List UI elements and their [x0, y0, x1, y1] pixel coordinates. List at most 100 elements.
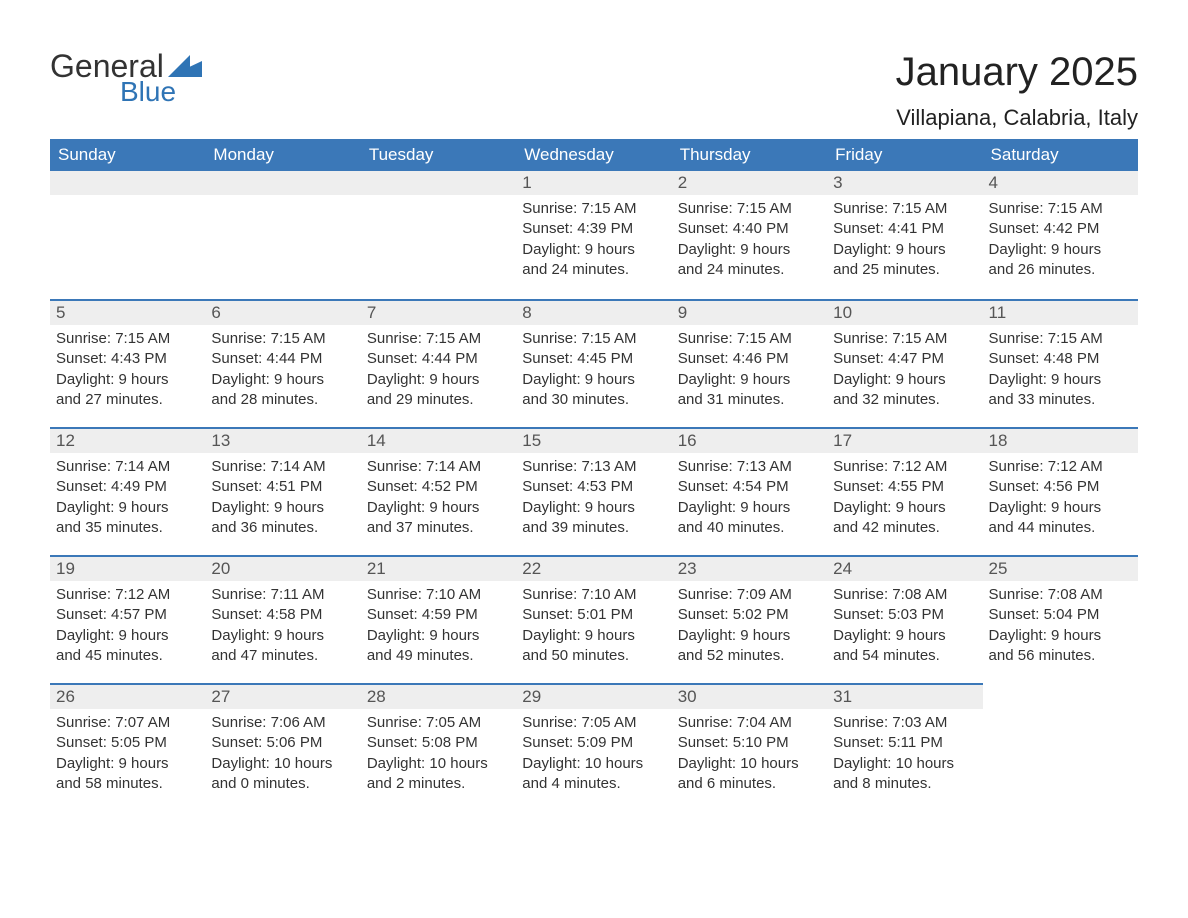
day-sunrise: Sunrise: 7:11 AM — [211, 585, 354, 605]
day-sunrise: Sunrise: 7:15 AM — [833, 329, 976, 349]
calendar-page: General Blue January 2025 Villapiana, Ca… — [0, 0, 1188, 841]
day-sunrise: Sunrise: 7:15 AM — [211, 329, 354, 349]
day-dl2: and 42 minutes. — [833, 518, 976, 538]
day-sunrise: Sunrise: 7:05 AM — [522, 713, 665, 733]
day-number: 27 — [205, 683, 360, 709]
day-dl2: and 47 minutes. — [211, 646, 354, 666]
day-body: Sunrise: 7:15 AMSunset: 4:45 PMDaylight:… — [516, 325, 671, 416]
day-body: Sunrise: 7:15 AMSunset: 4:44 PMDaylight:… — [361, 325, 516, 416]
day-number: 3 — [827, 171, 982, 195]
day-body: Sunrise: 7:13 AMSunset: 4:54 PMDaylight:… — [672, 453, 827, 544]
calendar-week-row: 12Sunrise: 7:14 AMSunset: 4:49 PMDayligh… — [50, 427, 1138, 555]
calendar-day-cell: 12Sunrise: 7:14 AMSunset: 4:49 PMDayligh… — [50, 427, 205, 555]
day-dl2: and 2 minutes. — [367, 774, 510, 794]
calendar-week-row: 19Sunrise: 7:12 AMSunset: 4:57 PMDayligh… — [50, 555, 1138, 683]
day-dl1: Daylight: 9 hours — [367, 498, 510, 518]
day-body: Sunrise: 7:13 AMSunset: 4:53 PMDaylight:… — [516, 453, 671, 544]
day-body: Sunrise: 7:14 AMSunset: 4:49 PMDaylight:… — [50, 453, 205, 544]
day-body: Sunrise: 7:15 AMSunset: 4:44 PMDaylight:… — [205, 325, 360, 416]
day-number: 13 — [205, 427, 360, 453]
day-sunrise: Sunrise: 7:03 AM — [833, 713, 976, 733]
calendar-day-cell: 23Sunrise: 7:09 AMSunset: 5:02 PMDayligh… — [672, 555, 827, 683]
day-sunrise: Sunrise: 7:14 AM — [56, 457, 199, 477]
empty-day-header — [361, 171, 516, 195]
day-number: 6 — [205, 299, 360, 325]
day-dl2: and 49 minutes. — [367, 646, 510, 666]
day-sunset: Sunset: 4:48 PM — [989, 349, 1132, 369]
empty-day-header — [205, 171, 360, 195]
day-dl1: Daylight: 9 hours — [678, 370, 821, 390]
brand-logo: General Blue — [50, 50, 202, 106]
day-body: Sunrise: 7:15 AMSunset: 4:40 PMDaylight:… — [672, 195, 827, 286]
day-sunrise: Sunrise: 7:08 AM — [989, 585, 1132, 605]
day-number: 9 — [672, 299, 827, 325]
day-dl2: and 37 minutes. — [367, 518, 510, 538]
day-body: Sunrise: 7:10 AMSunset: 4:59 PMDaylight:… — [361, 581, 516, 672]
calendar-day-cell: 19Sunrise: 7:12 AMSunset: 4:57 PMDayligh… — [50, 555, 205, 683]
day-dl2: and 8 minutes. — [833, 774, 976, 794]
day-sunset: Sunset: 4:43 PM — [56, 349, 199, 369]
day-sunrise: Sunrise: 7:10 AM — [367, 585, 510, 605]
day-sunrise: Sunrise: 7:15 AM — [678, 329, 821, 349]
day-body: Sunrise: 7:15 AMSunset: 4:47 PMDaylight:… — [827, 325, 982, 416]
day-body: Sunrise: 7:04 AMSunset: 5:10 PMDaylight:… — [672, 709, 827, 800]
day-sunset: Sunset: 5:01 PM — [522, 605, 665, 625]
day-sunset: Sunset: 5:03 PM — [833, 605, 976, 625]
calendar-day-cell: 7Sunrise: 7:15 AMSunset: 4:44 PMDaylight… — [361, 299, 516, 427]
day-body: Sunrise: 7:15 AMSunset: 4:41 PMDaylight:… — [827, 195, 982, 286]
weekday-header: Monday — [205, 139, 360, 171]
day-dl2: and 29 minutes. — [367, 390, 510, 410]
day-number: 5 — [50, 299, 205, 325]
day-dl2: and 44 minutes. — [989, 518, 1132, 538]
calendar-week-row: 5Sunrise: 7:15 AMSunset: 4:43 PMDaylight… — [50, 299, 1138, 427]
weekday-header: Tuesday — [361, 139, 516, 171]
day-sunset: Sunset: 4:54 PM — [678, 477, 821, 497]
day-body: Sunrise: 7:11 AMSunset: 4:58 PMDaylight:… — [205, 581, 360, 672]
calendar-day-cell — [983, 683, 1138, 811]
day-sunset: Sunset: 4:41 PM — [833, 219, 976, 239]
calendar-day-cell: 24Sunrise: 7:08 AMSunset: 5:03 PMDayligh… — [827, 555, 982, 683]
day-sunset: Sunset: 5:08 PM — [367, 733, 510, 753]
day-dl2: and 52 minutes. — [678, 646, 821, 666]
day-number: 24 — [827, 555, 982, 581]
day-dl1: Daylight: 10 hours — [211, 754, 354, 774]
day-number: 30 — [672, 683, 827, 709]
calendar-day-cell: 4Sunrise: 7:15 AMSunset: 4:42 PMDaylight… — [983, 171, 1138, 299]
day-number: 1 — [516, 171, 671, 195]
day-sunset: Sunset: 4:51 PM — [211, 477, 354, 497]
day-dl2: and 0 minutes. — [211, 774, 354, 794]
calendar-day-cell — [50, 171, 205, 299]
day-sunrise: Sunrise: 7:12 AM — [833, 457, 976, 477]
day-dl2: and 58 minutes. — [56, 774, 199, 794]
calendar-day-cell: 29Sunrise: 7:05 AMSunset: 5:09 PMDayligh… — [516, 683, 671, 811]
day-body: Sunrise: 7:05 AMSunset: 5:08 PMDaylight:… — [361, 709, 516, 800]
day-dl1: Daylight: 9 hours — [211, 626, 354, 646]
weekday-header: Wednesday — [516, 139, 671, 171]
day-dl2: and 27 minutes. — [56, 390, 199, 410]
day-dl1: Daylight: 9 hours — [367, 370, 510, 390]
day-number: 19 — [50, 555, 205, 581]
day-number: 31 — [827, 683, 982, 709]
calendar-week-row: 26Sunrise: 7:07 AMSunset: 5:05 PMDayligh… — [50, 683, 1138, 811]
day-dl1: Daylight: 9 hours — [678, 626, 821, 646]
day-sunrise: Sunrise: 7:12 AM — [56, 585, 199, 605]
day-body: Sunrise: 7:05 AMSunset: 5:09 PMDaylight:… — [516, 709, 671, 800]
day-dl2: and 26 minutes. — [989, 260, 1132, 280]
day-body: Sunrise: 7:07 AMSunset: 5:05 PMDaylight:… — [50, 709, 205, 800]
calendar-day-cell: 21Sunrise: 7:10 AMSunset: 4:59 PMDayligh… — [361, 555, 516, 683]
day-sunrise: Sunrise: 7:13 AM — [522, 457, 665, 477]
weekday-header: Sunday — [50, 139, 205, 171]
calendar-day-cell: 17Sunrise: 7:12 AMSunset: 4:55 PMDayligh… — [827, 427, 982, 555]
day-body: Sunrise: 7:15 AMSunset: 4:43 PMDaylight:… — [50, 325, 205, 416]
day-sunrise: Sunrise: 7:13 AM — [678, 457, 821, 477]
day-number: 18 — [983, 427, 1138, 453]
day-number: 20 — [205, 555, 360, 581]
calendar-day-cell: 8Sunrise: 7:15 AMSunset: 4:45 PMDaylight… — [516, 299, 671, 427]
calendar-day-cell: 20Sunrise: 7:11 AMSunset: 4:58 PMDayligh… — [205, 555, 360, 683]
day-sunset: Sunset: 4:53 PM — [522, 477, 665, 497]
day-dl2: and 36 minutes. — [211, 518, 354, 538]
day-sunrise: Sunrise: 7:07 AM — [56, 713, 199, 733]
header: General Blue January 2025 Villapiana, Ca… — [50, 50, 1138, 131]
weekday-header: Thursday — [672, 139, 827, 171]
weekday-header-row: SundayMondayTuesdayWednesdayThursdayFrid… — [50, 139, 1138, 171]
